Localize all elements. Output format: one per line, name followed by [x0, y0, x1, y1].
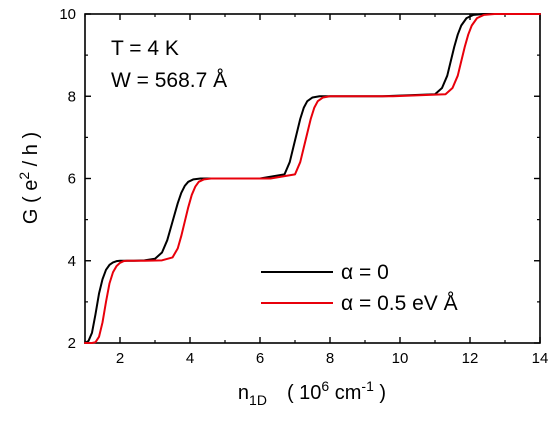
x-axis-ticks: 2 4 6 8 10 12 14 — [84, 14, 549, 367]
y-axis-title-main: G ( e — [20, 180, 42, 224]
series-line-1 — [84, 13, 541, 344]
x-tick-label-10: 10 — [392, 350, 409, 367]
legend-label-alpha-05: α = 0.5 eV Å — [341, 292, 458, 315]
x-tick-label-12: 12 — [462, 350, 479, 367]
x-tick-label-8: 8 — [326, 350, 334, 367]
width-annotation: W = 568.7 Å — [111, 69, 227, 92]
y-tick-label-6: 6 — [68, 171, 76, 188]
x-axis-title-sub: 1D — [249, 392, 267, 408]
x-axis-title-exp2: -1 — [361, 378, 374, 394]
x-tick-label-6: 6 — [256, 350, 264, 367]
y-tick-label-2: 2 — [68, 335, 76, 352]
x-axis-title-base: n — [238, 382, 249, 404]
y-axis-title-rest: / h ) — [20, 132, 42, 172]
x-axis-title-unit: ( 10 — [287, 382, 321, 404]
plot-frame — [84, 13, 541, 344]
legend: α = 0 α = 0.5 eV Å — [261, 261, 458, 315]
y-axis-title-exp: 2 — [16, 172, 32, 180]
x-axis-title-exp: 6 — [321, 378, 329, 394]
x-axis-title-cm: cm — [329, 382, 361, 404]
x-tick-label-4: 4 — [186, 350, 194, 367]
x-tick-label-2: 2 — [116, 350, 124, 367]
y-tick-label-10: 10 — [59, 6, 76, 23]
x-axis-title: n1D ( 106 cm-1 ) — [238, 378, 386, 408]
series-line-0 — [84, 13, 541, 344]
y-tick-label-8: 8 — [68, 88, 76, 105]
temperature-annotation: T = 4 K — [111, 37, 179, 60]
legend-label-alpha-0: α = 0 — [341, 261, 389, 284]
x-axis-title-close: ) — [374, 382, 386, 404]
x-tick-label-14: 14 — [532, 350, 549, 367]
series-layer — [84, 13, 541, 344]
y-axis-title: G ( e2 / h ) — [16, 132, 42, 224]
y-tick-label-4: 4 — [68, 253, 76, 270]
